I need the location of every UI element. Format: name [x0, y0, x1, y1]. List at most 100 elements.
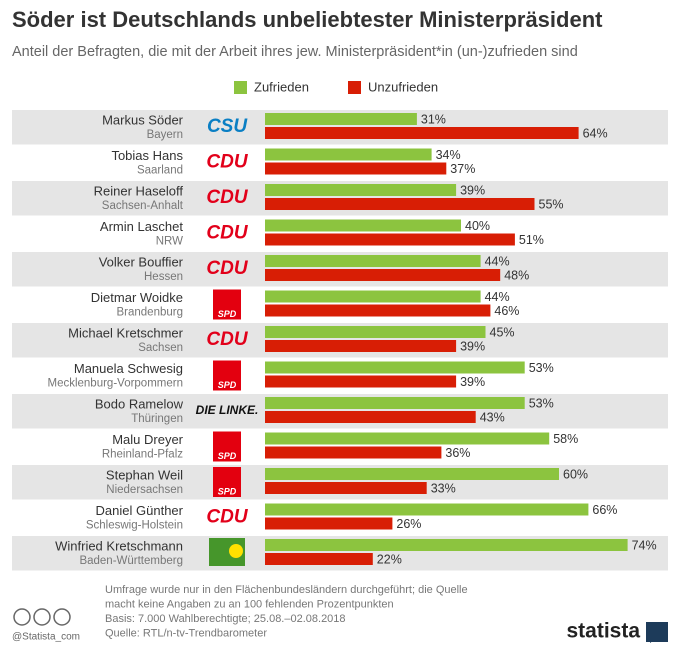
value-label: 58% [553, 432, 578, 446]
value-label: 55% [539, 197, 564, 211]
chart-title: Söder ist Deutschlands unbeliebtester Mi… [12, 7, 603, 32]
party-logo: CSU [207, 116, 248, 137]
bar [265, 375, 457, 388]
legend-label: Zufrieden [254, 79, 309, 94]
value-label: 44% [485, 254, 510, 268]
value-label: 31% [421, 112, 446, 126]
region-label: Sachsen-Anhalt [102, 200, 184, 212]
bar [265, 553, 373, 565]
cc-icons [13, 608, 71, 626]
bar [265, 432, 550, 445]
bar [265, 304, 491, 317]
party-logo-sun [229, 544, 243, 558]
category-label: Daniel Günther [96, 503, 184, 518]
region-label: Rheinland-Pfalz [102, 449, 183, 461]
region-label: Bayern [147, 129, 183, 141]
brand-icon [646, 622, 668, 643]
value-label: 46% [494, 304, 519, 318]
category-label: Winfried Kretschmann [55, 538, 183, 553]
value-label: 66% [592, 503, 617, 517]
category-label: Malu Dreyer [112, 432, 183, 447]
region-label: Mecklenburg-Vorpommern [47, 378, 183, 390]
note: Quelle: RTL/n-tv-Trendbarometer [105, 627, 267, 639]
bar [265, 326, 486, 338]
category-label: Bodo Ramelow [95, 396, 184, 411]
bar [265, 127, 579, 139]
value-label: 53% [529, 361, 554, 375]
region-label: Saarland [137, 165, 183, 177]
bar [265, 517, 393, 530]
region-label: Baden-Württemberg [79, 555, 183, 567]
party-logo-box [213, 289, 241, 320]
party-logo: DIE LINKE. [196, 403, 259, 417]
value-label: 39% [460, 339, 485, 353]
party-logo: CDU [206, 258, 248, 279]
value-label: 22% [377, 552, 402, 566]
party-logo: CDU [206, 329, 248, 350]
bar [265, 184, 457, 196]
bar [265, 269, 501, 281]
category-label: Markus Söder [102, 112, 184, 127]
value-label: 74% [632, 538, 657, 552]
note: macht keine Angaben zu an 100 fehlenden … [105, 598, 394, 610]
category-label: Volker Bouffier [99, 254, 184, 269]
category-label: Tobias Hans [111, 148, 183, 163]
party-logo-box [213, 360, 241, 391]
value-label: 64% [583, 126, 608, 140]
value-label: 45% [490, 325, 515, 339]
bar [265, 482, 427, 494]
value-label: 37% [450, 162, 475, 176]
category-label: Dietmar Woidke [91, 290, 183, 305]
value-label: 51% [519, 233, 544, 247]
value-label: 40% [465, 219, 490, 233]
value-label: 60% [563, 467, 588, 481]
category-label: Stephan Weil [106, 467, 183, 482]
region-label: Hessen [144, 271, 183, 283]
value-label: 36% [445, 446, 470, 460]
bar [265, 446, 442, 459]
bar [265, 503, 589, 516]
value-label: 33% [431, 481, 456, 495]
brand: statista [566, 620, 640, 643]
bar [265, 397, 525, 409]
party-logo: SPD [218, 486, 237, 496]
credit: @Statista_com [12, 632, 80, 643]
party-logo: SPD [218, 309, 237, 319]
bar [265, 290, 481, 303]
bar [265, 198, 535, 210]
party-logo: CDU [206, 152, 248, 173]
party-logo: CDU [206, 507, 248, 528]
value-label: 53% [529, 396, 554, 410]
value-label: 39% [460, 375, 485, 389]
bar [265, 340, 457, 352]
value-label: 43% [480, 410, 505, 424]
bar [265, 233, 515, 246]
region-label: Niedersachsen [106, 484, 183, 496]
note: Basis: 7.000 Wahlberechtigte; 25.08.–02.… [105, 613, 346, 625]
bar [265, 468, 559, 480]
note: Umfrage wurde nur in den Flächenbundeslä… [105, 584, 468, 596]
bar [265, 255, 481, 267]
bar [265, 219, 461, 232]
legend-label: Unzufrieden [368, 79, 438, 94]
region-label: Brandenburg [117, 307, 184, 319]
category-label: Reiner Haseloff [94, 183, 184, 198]
party-logo: CDU [206, 187, 248, 208]
bar [265, 361, 525, 374]
bar [265, 148, 432, 161]
category-label: Michael Kretschmer [68, 325, 184, 340]
region-label: Schleswig-Holstein [86, 520, 183, 532]
category-label: Armin Laschet [100, 219, 183, 234]
party-logo-box [213, 467, 241, 497]
value-label: 48% [504, 268, 529, 282]
category-label: Manuela Schwesig [74, 361, 183, 376]
region-label: Thüringen [131, 413, 183, 425]
bar [265, 113, 417, 125]
bar [265, 162, 447, 175]
bar [265, 411, 476, 423]
value-label: 44% [485, 290, 510, 304]
legend-swatch [348, 81, 361, 94]
party-logo-box [213, 431, 241, 462]
chart-subtitle: Anteil der Befragten, die mit der Arbeit… [12, 44, 578, 60]
